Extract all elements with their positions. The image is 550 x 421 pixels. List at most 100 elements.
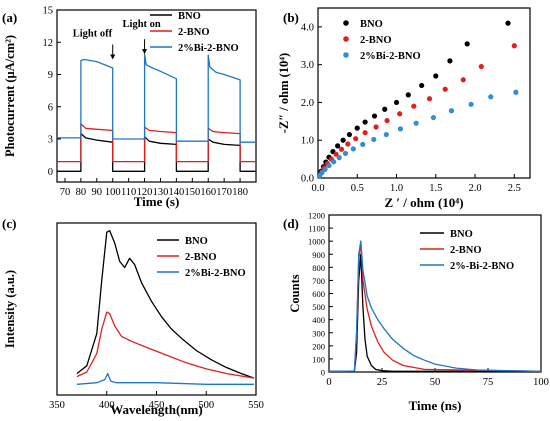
y-tick-label: 700 bbox=[312, 276, 325, 286]
x-tick-label: 0.0 bbox=[311, 183, 324, 194]
x-tick-label: 0 bbox=[326, 377, 331, 388]
x-tick-label: 170 bbox=[216, 187, 232, 198]
data-point bbox=[362, 130, 368, 136]
data-point bbox=[513, 89, 519, 95]
x-axis-label: Wavelength(nm) bbox=[110, 402, 202, 417]
y-tick-label: 100 bbox=[312, 354, 325, 364]
x-tick-label: 100 bbox=[105, 187, 121, 198]
x-tick-label: 180 bbox=[232, 187, 248, 198]
y-tick-label: 200 bbox=[312, 341, 325, 351]
series-line bbox=[76, 372, 254, 385]
y-tick-label: 400 bbox=[312, 315, 325, 325]
data-point bbox=[371, 113, 378, 119]
series-line bbox=[57, 132, 256, 172]
data-point bbox=[326, 162, 332, 169]
data-point bbox=[382, 106, 388, 112]
data-point bbox=[397, 111, 403, 117]
y-tick-label: 15 bbox=[43, 6, 54, 17]
series-line bbox=[76, 230, 255, 379]
legend-label: 2-BNO bbox=[450, 245, 482, 256]
data-point bbox=[360, 141, 366, 147]
y-tick-label: 500 bbox=[312, 302, 325, 312]
y-axis-label: Intensity (a.u.) bbox=[3, 270, 17, 348]
y-tick-label: 0 bbox=[321, 368, 325, 378]
y-tick-label: 1.0 bbox=[301, 136, 314, 147]
data-point bbox=[405, 92, 411, 98]
legend-label: BNO bbox=[360, 19, 383, 30]
x-tick-label: 25 bbox=[377, 377, 388, 388]
data-point bbox=[345, 141, 351, 147]
x-tick-label: 160 bbox=[200, 187, 216, 198]
y-tick-label: 900 bbox=[312, 250, 325, 260]
data-point bbox=[331, 159, 337, 165]
x-tick-label: 550 bbox=[248, 400, 264, 411]
x-axis-label: Time (s) bbox=[134, 194, 180, 209]
legend-marker bbox=[343, 36, 349, 42]
series-line bbox=[57, 123, 256, 163]
y-tick-label: 0.0 bbox=[301, 174, 314, 185]
annotation: Light off bbox=[73, 29, 113, 40]
data-point bbox=[333, 151, 339, 157]
data-point bbox=[419, 82, 425, 89]
data-point bbox=[342, 150, 349, 157]
x-tick-label: 75 bbox=[483, 377, 494, 388]
legend-label: 2%Bi-2-BNO bbox=[178, 43, 239, 54]
panel-b: (b) 0.0 0.5 1.0 1.5 2.0 2.5 0.0 1.0 2.0 3.0 4.0 Z ′ … bbox=[277, 7, 531, 210]
annotation-arrowhead bbox=[142, 49, 148, 55]
y-tick-label: 1100 bbox=[308, 224, 325, 234]
y-axis-label: -Z″ / ohm (10⁴) bbox=[277, 53, 291, 133]
x-tick-label: 2.0 bbox=[468, 183, 481, 194]
data-point bbox=[362, 119, 368, 125]
y-tick-label: 9 bbox=[48, 70, 53, 81]
x-tick-label: 350 bbox=[49, 400, 65, 411]
data-point bbox=[340, 137, 346, 143]
x-tick-label: 120 bbox=[137, 187, 153, 198]
x-tick-label: 140 bbox=[169, 187, 185, 198]
data-point bbox=[346, 131, 353, 138]
legend-label: BNO bbox=[185, 236, 208, 247]
annotation: Light on bbox=[123, 19, 161, 30]
x-axis-label: Time (ns) bbox=[409, 398, 462, 413]
y-tick-label: 3.0 bbox=[301, 60, 314, 71]
legend-marker bbox=[343, 52, 349, 58]
panel-label: (a) bbox=[2, 10, 17, 25]
plot-frame bbox=[56, 9, 257, 183]
legend-label: BNO bbox=[178, 11, 201, 22]
panel-label: (d) bbox=[283, 216, 299, 231]
x-tick-label: 110 bbox=[121, 187, 136, 198]
data-point bbox=[373, 124, 379, 130]
panel-label: (c) bbox=[2, 216, 16, 231]
legend-label: BNO bbox=[450, 229, 473, 240]
series-line bbox=[328, 253, 541, 372]
data-point bbox=[511, 43, 517, 49]
panel-c: (c) 350 400 450 500 550 Wavelength(nm) Intensit… bbox=[2, 216, 264, 417]
data-point bbox=[426, 96, 433, 102]
y-tick-label: 800 bbox=[312, 263, 325, 273]
data-point bbox=[354, 125, 360, 131]
x-tick-label: 130 bbox=[153, 187, 169, 198]
data-point bbox=[411, 103, 417, 109]
series-line bbox=[328, 240, 542, 372]
y-tick-label: 300 bbox=[312, 328, 325, 338]
legend-marker bbox=[343, 20, 349, 26]
panel-label: (b) bbox=[283, 10, 299, 25]
y-tick-label: 0 bbox=[48, 167, 53, 178]
x-tick-label: 80 bbox=[76, 187, 87, 198]
x-tick-label: 1.5 bbox=[429, 183, 442, 194]
plot-frame bbox=[317, 7, 531, 179]
x-tick-label: 2.5 bbox=[508, 183, 521, 194]
series-line bbox=[57, 53, 256, 143]
data-point bbox=[322, 166, 328, 172]
y-axis-label: Photocurrent (μA/cm²) bbox=[3, 35, 17, 157]
x-tick-label: 1.0 bbox=[390, 183, 403, 194]
legend-label: 2-BNO bbox=[185, 252, 217, 263]
data-point bbox=[371, 136, 377, 143]
data-point bbox=[460, 77, 466, 83]
data-point bbox=[413, 120, 419, 126]
y-tick-label: 6 bbox=[48, 102, 53, 113]
data-point bbox=[478, 63, 484, 70]
data-point bbox=[350, 146, 356, 152]
series-line bbox=[76, 311, 255, 379]
plot-frame bbox=[328, 214, 542, 373]
data-point bbox=[505, 20, 511, 26]
